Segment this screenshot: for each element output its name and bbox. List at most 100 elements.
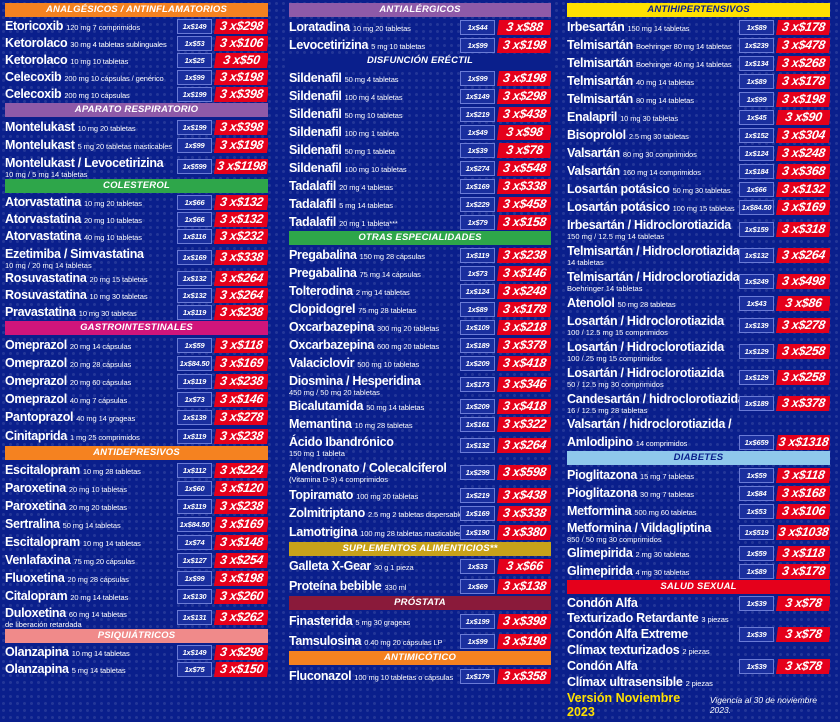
product-info: Sildenafil 100 mg 10 tabletas [289,160,460,176]
product-row: Rosuvastatina 10 mg 30 tabletas 1x$132 3 x$… [5,287,268,304]
product-description: 150 mg 14 tabletas [627,23,690,33]
product-name: Amlodipino [567,434,633,449]
product-info: Metformina / Vildagliptina 850 / 50 mg 30… [567,520,739,544]
product-name: Tolterodina [289,283,353,298]
unit-price-tag: 1x$39 [739,595,774,611]
product-info: Rosuvastatina 20 mg 15 tabletas [5,270,177,286]
product-description: 50 mg 28 tabletas [617,299,676,309]
promo-price-tag: 3 x$262 [213,609,268,625]
product-info: Losartán potásico 100 mg 15 tabletas [567,199,739,215]
product-name: Rosuvastatina [5,288,87,303]
product-info: Finasterida 5 mg 30 grageas [289,613,460,629]
column-left: ANALGÉSICOS / ANTINFLAMATORIOS Etoricoxib… [5,3,268,678]
product-name: Atorvastatina [5,229,81,244]
product-name: Tadalafil [289,214,337,229]
product-description: 100 mg 15 tabletas [672,203,735,213]
promo-price-tag: 3 x$198 [213,137,268,153]
product-row: Sildenafil 50 mg 10 tabletas 1x$219 3 x$438 [289,105,551,123]
product-row: Telmisartán / Hidroclorotiazida 14 tablet… [567,242,830,268]
product-name: Diosmina / Hesperidina [289,373,421,388]
product-description: 300 mg 20 tabletas [377,323,440,333]
product-info: Topiramato 100 mg 20 tabletas [289,487,460,503]
promo-price-tag: 3 x$150 [213,662,268,677]
product-info: Diosmina / Hesperidina 450 mg / 50 mg 20 … [289,373,460,397]
promo-price-tag: 3 x$106 [775,503,830,519]
product-description: 4 mg 30 tabletas [635,567,690,577]
product-name: Omeprazol [5,337,67,352]
product-row: Omeprazol 20 mg 14 cápsulas 1x$59 3 x$118 [5,336,268,354]
product-row: Tamsulosina 0.40 mg 20 cápsulas LP 1x$99 3 … [289,631,551,651]
product-info: Amlodipino 14 comprimidos [567,434,739,450]
product-name: Lamotrigina [289,524,358,539]
unit-price-tag: 1x$239 [739,37,774,53]
product-name: Tadalafil [289,178,337,193]
section-header: OTRAS ESPECIALIDADES [289,231,551,245]
product-row: Glimepirida 2 mg 30 tabletas 1x$59 3 x$118 [567,544,830,562]
product-row: Atorvastatina 20 mg 10 tabletas 1x$66 3 x$1… [5,211,268,228]
product-description: 1 mg 25 comprimidos [69,432,140,442]
unit-price-tag: 1x$84 [739,485,774,501]
product-row: Tadalafil 20 mg 1 tableta*** 1x$79 3 x$158 [289,213,551,231]
product-info: Ketorolaco 30 mg 4 tabletas sublinguales [5,35,177,51]
product-name: Ketorolaco [5,36,68,51]
product-info: Fluconazol 100 mg 10 tabletas o cápsulas [289,668,460,684]
product-info: Sildenafil 100 mg 4 tabletas [289,88,460,104]
promo-price-tag: 3 x$318 [775,221,830,237]
product-description: 5 mg 10 tabletas [371,41,426,51]
product-description: 50 mg 14 tabletas [62,520,121,530]
product-info: Metformina 500 mg 60 tabletas [567,503,739,519]
product-description: 40 mg 14 grageas [76,413,136,423]
unit-price-tag: 1x$219 [460,487,495,503]
unit-price-tag: 1x$43 [739,295,774,311]
product-row: Telmisartán 40 mg 14 tabletas 1x$89 3 x$178 [567,72,830,90]
product-row: Ácido Ibandrónico 150 mg 1 tableta 1x$132 3… [289,433,551,458]
product-row: Olanzapina 5 mg 14 tabletas 1x$75 3 x$150 [5,661,268,678]
unit-price-tag: 1x$199 [177,87,212,102]
product-row: Sildenafil 100 mg 10 tabletas 1x$274 3 x$54… [289,159,551,177]
product-info: Glimepirida 2 mg 30 tabletas [567,545,739,561]
promo-price-tag: 3 x$346 [496,377,551,392]
product-name: Irbesartán / Hidroclorotiazida [567,218,731,233]
promo-price-tag: 3 x$198 [213,570,268,586]
product-description: 14 comprimidos [635,438,688,448]
promo-price-tag: 3 x$86 [775,295,830,311]
product-row: Losartán / Hidroclorotiazida 50 / 12.5 mg… [567,364,830,390]
product-name: Bisoprolol [567,127,626,142]
promo-price-tag: 3 x$1038 [775,524,830,540]
product-name: Omeprazol [5,355,67,370]
product-info: Lamotrigina 100 mg 28 tabletas masticable… [289,524,460,540]
promo-price-tag: 3 x$178 [775,19,830,35]
product-row: Pantoprazol 40 mg 14 grageas 1x$139 3 x$278 [5,408,268,426]
product-description: 50 mg 1 tableta [344,146,395,156]
unit-price-tag: 1x$249 [739,273,774,289]
product-name: Proteína bebible [289,578,382,593]
product-row: Condón Alfa 1x$39 3 x$78 [567,595,830,611]
section-header: ANALGÉSICOS / ANTINFLAMATORIOS [5,3,268,17]
product-info: Olanzapina 5 mg 14 tabletas [5,661,177,677]
promo-price-tag: 3 x$358 [496,668,551,684]
product-info: Tolterodina 2 mg 14 tabletas [289,283,460,299]
unit-price-tag: 1x$189 [739,395,774,411]
product-row: Tolterodina 2 mg 14 tabletas 1x$124 3 x$248 [289,282,551,300]
product-row: Amlodipino 14 comprimidos 1x$659 3 x$1318 [567,433,830,451]
product-info: Ácido Ibandrónico 150 mg 1 tableta [289,434,460,458]
product-row: Sildenafil 50 mg 4 tabletas 1x$99 3 x$198 [289,69,551,87]
product-info: Valsartán 160 mg 14 comprimidos [567,163,739,179]
unit-price-tag: 1x$124 [460,283,495,299]
product-description: 20 mg 28 cápsulas [69,359,132,369]
product-row: Telmisartán Boehringer 80 mg 14 tabletas 1… [567,36,830,54]
product-info: Omeprazol 40 mg 7 cápsulas [5,391,177,407]
product-description: 10 mg 10 tabletas [70,57,129,67]
product-row: Pioglitazona 15 mg 7 tabletas 1x$59 3 x$118 [567,466,830,484]
product-description: 600 mg 20 tabletas [377,341,440,351]
product-description: 75 mg 14 cápsulas [359,269,421,279]
product-name: Sertralina [5,516,60,531]
product-description-line2: Boehringer 14 tabletas [567,284,643,293]
unit-price-tag: 1x$39 [739,626,774,642]
product-row: Fluoxetina 20 mg 28 cápsulas 1x$99 3 x$198 [5,569,268,587]
promo-price-tag: 3 x$264 [213,271,268,286]
product-name: Candesartán / hidroclorotiazida [567,392,739,407]
product-info: Alendronato / Colecalciferol (Vitamina D-… [289,460,460,484]
unit-price-tag: 1x$99 [177,570,212,586]
unit-price-tag: 1x$99 [177,70,212,85]
